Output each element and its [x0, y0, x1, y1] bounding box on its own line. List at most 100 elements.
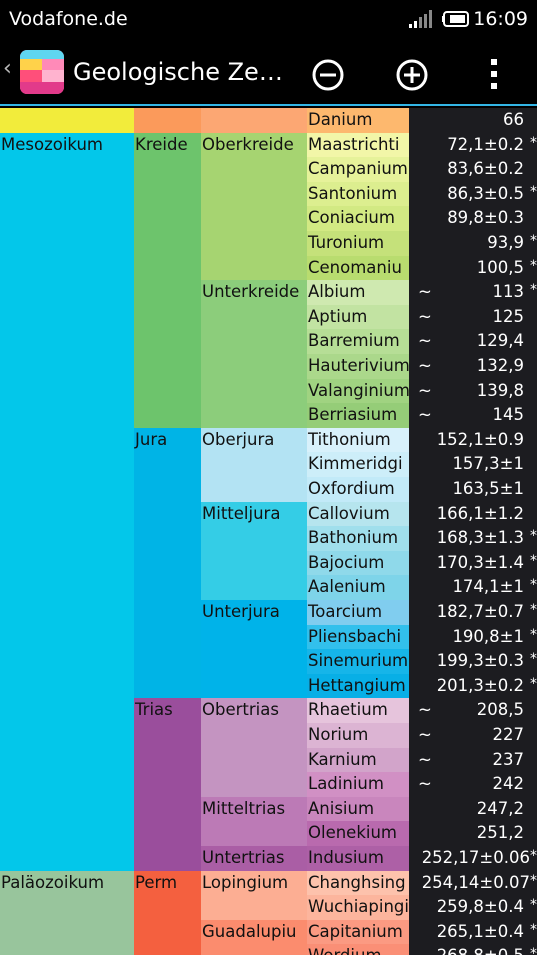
page-title: Geologische Ze…: [73, 58, 283, 86]
gssp-marker: *: [530, 134, 537, 151]
age-value: 170,3±1.4: [436, 552, 524, 572]
stage-cell[interactable]: Olenekium: [307, 821, 409, 846]
stage-cell[interactable]: Capitanium: [307, 919, 409, 945]
stage-cell[interactable]: Anisium: [307, 796, 409, 822]
stage-cell[interactable]: Barremium: [307, 329, 409, 354]
period-cell[interactable]: Perm: [134, 870, 201, 955]
age-value: 242: [492, 774, 525, 794]
epoch-cell[interactable]: Unterjura: [201, 600, 307, 699]
gssp-marker: *: [530, 626, 537, 643]
epoch-cell[interactable]: Obertrias: [201, 698, 307, 797]
geologic-timescale-table[interactable]: Mesozoikum Paläozoikum Kreide Jura Trias Perm…: [0, 108, 537, 955]
stage-cell[interactable]: Wordium: [307, 944, 409, 955]
epoch-cell-label: Guadalupiu: [202, 921, 297, 941]
stage-cell[interactable]: Pliensbachi: [307, 624, 409, 650]
stage-cell[interactable]: Aalenium: [307, 575, 409, 600]
stage-cell-label: Turonium: [308, 233, 385, 252]
stage-cell[interactable]: Santonium: [307, 181, 409, 207]
period-cell-label: Perm: [135, 872, 178, 892]
stage-cell[interactable]: Toarcium: [307, 600, 409, 625]
stage-cell[interactable]: Kimmeridgi: [307, 452, 409, 477]
back-chevron-icon[interactable]: ‹: [3, 56, 12, 81]
stage-cell[interactable]: Turonium: [307, 231, 409, 256]
stage-cell-label: Valanginium: [308, 380, 409, 400]
stage-cell-label: Danium: [308, 110, 373, 129]
signal-icon: [409, 10, 432, 28]
approx-marker: ~: [418, 331, 432, 351]
stage-cell[interactable]: Valanginium: [307, 378, 409, 404]
stage-cell-label: Sinemurium: [308, 651, 409, 671]
stage-cell[interactable]: Bathonium: [307, 526, 409, 551]
stage-cell[interactable]: Ladinium: [307, 772, 409, 797]
epoch-cell-label: Mitteltrias: [202, 798, 286, 818]
epoch-cell[interactable]: Unterkreide: [201, 280, 307, 428]
app-icon[interactable]: [20, 50, 64, 94]
stage-cell-label: Berriasium: [308, 405, 398, 425]
stage-cell[interactable]: Aptium: [307, 304, 409, 330]
stage-cell[interactable]: Hettangium: [307, 673, 409, 699]
clock: 16:09: [473, 8, 528, 30]
overflow-menu-icon[interactable]: [482, 56, 506, 92]
stage-cell-label: Norium: [308, 725, 369, 744]
period-cell[interactable]: Jura: [134, 427, 201, 699]
stage-cell[interactable]: Campanium: [307, 157, 409, 182]
epoch-cell[interactable]: Oberkreide: [201, 132, 307, 281]
gssp-marker: *: [530, 282, 537, 299]
period-cell[interactable]: Kreide: [134, 132, 201, 428]
stage-cell-label: Callovium: [308, 503, 390, 523]
stage-cell[interactable]: Wuchiapingi: [307, 895, 409, 920]
stage-cell[interactable]: Karnium: [307, 747, 409, 773]
stage-cell[interactable]: Norium: [307, 723, 409, 748]
approx-marker: ~: [418, 725, 432, 744]
era-cell[interactable]: Paläozoikum: [0, 870, 134, 955]
age-value: 100,5: [476, 257, 524, 277]
stage-cell-label: Coniacium: [308, 208, 395, 228]
epoch-cell[interactable]: Guadalupiu: [201, 919, 307, 955]
stage-cell[interactable]: Tithonium: [307, 427, 409, 453]
stage-cell[interactable]: Indusium: [307, 846, 409, 871]
zoom-in-icon[interactable]: [395, 58, 429, 92]
carrier-label: Vodafone.de: [9, 8, 128, 30]
epoch-cell-label: Oberjura: [202, 429, 275, 449]
stage-cell-label: Capitanium: [308, 921, 403, 941]
zoom-out-icon[interactable]: [311, 58, 345, 92]
age-value: 157,3±1: [452, 454, 524, 474]
approx-marker: ~: [418, 356, 432, 375]
stage-cell[interactable]: Danium: [307, 108, 409, 133]
epoch-cell[interactable]: Mitteljura: [201, 501, 307, 600]
stage-cell[interactable]: Hauterivium: [307, 354, 409, 379]
epoch-cell[interactable]: [201, 108, 307, 133]
epoch-cell[interactable]: Oberjura: [201, 427, 307, 502]
stage-cell[interactable]: Callovium: [307, 501, 409, 527]
epoch-cell[interactable]: Lopingium: [201, 870, 307, 920]
age-value: 163,5±1: [452, 479, 524, 498]
age-value: 66: [503, 110, 524, 129]
era-cell[interactable]: Mesozoikum: [0, 132, 134, 871]
stage-cell[interactable]: Bajocium: [307, 550, 409, 576]
epoch-cell-label: Obertrias: [202, 700, 279, 720]
stage-cell[interactable]: Cenomaniu: [307, 255, 409, 281]
approx-marker: ~: [418, 774, 432, 794]
age-value: 247,2: [476, 798, 524, 818]
stage-cell[interactable]: Maastrichti: [307, 132, 409, 158]
stage-cell-label: Toarcium: [308, 602, 383, 621]
stage-cell[interactable]: Coniacium: [307, 206, 409, 231]
stage-cell[interactable]: Berriasium: [307, 403, 409, 428]
period-cell[interactable]: [134, 108, 201, 133]
stage-cell-label: Tithonium: [308, 429, 391, 449]
action-bar-accent-line: [0, 104, 537, 106]
age-value: 254,14±0.07: [421, 872, 530, 892]
age-value: 237: [492, 749, 525, 769]
stage-cell[interactable]: Oxfordium: [307, 477, 409, 502]
stage-cell[interactable]: Sinemurium: [307, 649, 409, 674]
stage-cell[interactable]: Changhsing: [307, 870, 409, 896]
stage-cell[interactable]: Albium: [307, 280, 409, 305]
stage-cell-label: Anisium: [308, 798, 375, 818]
epoch-cell-label: Unterjura: [202, 602, 280, 621]
stage-cell-label: Bajocium: [308, 552, 385, 572]
era-cell[interactable]: [0, 108, 134, 133]
period-cell[interactable]: Trias: [134, 698, 201, 871]
stage-cell-label: Hauterivium: [308, 356, 409, 375]
stage-cell[interactable]: Rhaetium: [307, 698, 409, 723]
epoch-cell[interactable]: Mitteltrias: [201, 796, 307, 846]
